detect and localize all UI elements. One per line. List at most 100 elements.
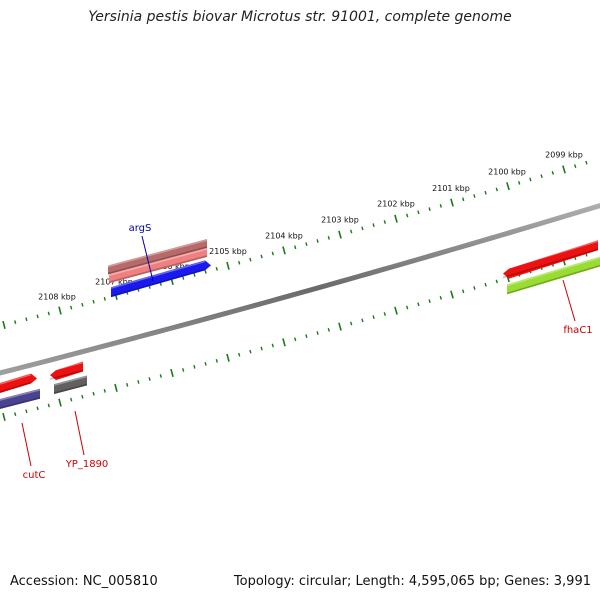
major-tick	[2, 412, 6, 422]
gene-label-fhac1[interactable]: fhaC1	[563, 325, 592, 336]
outer-kbp-ruler	[2, 160, 588, 330]
minor-tick	[103, 296, 106, 301]
minor-tick	[495, 279, 498, 284]
minor-tick	[428, 207, 431, 211]
genome-backbone	[0, 202, 600, 376]
major-tick	[394, 214, 398, 223]
gene-labels: argS fhaC1 cutC YP_1890	[21, 223, 593, 481]
minor-tick	[327, 235, 330, 240]
leader-line-yp-1890	[74, 410, 85, 456]
minor-tick	[350, 229, 353, 234]
gene-feature-argS[interactable]	[110, 260, 211, 298]
minor-tick	[260, 254, 263, 259]
kbp-tick-label: 2106 kbp	[152, 262, 190, 271]
gene-label-cutc[interactable]: cutC	[23, 470, 46, 481]
major-tick	[114, 383, 118, 392]
kbp-tick-label: 2101 kbp	[432, 184, 470, 193]
minor-tick	[47, 311, 50, 316]
minor-tick	[406, 213, 409, 218]
leader-line-cutc	[21, 422, 32, 467]
minor-tick	[305, 334, 308, 338]
minor-tick	[439, 203, 442, 208]
minor-tick	[193, 273, 196, 277]
minor-tick	[70, 397, 73, 402]
minor-tick	[551, 170, 554, 175]
minor-tick	[36, 406, 39, 411]
major-tick	[562, 165, 566, 174]
minor-tick	[574, 164, 577, 168]
minor-tick	[316, 331, 319, 335]
minor-tick	[383, 220, 386, 224]
minor-tick	[305, 242, 308, 246]
gene-feature-fhaC1-red[interactable]	[502, 240, 599, 279]
minor-tick	[383, 312, 386, 316]
minor-tick	[36, 314, 39, 319]
kbp-tick-label: 2104 kbp	[265, 231, 303, 240]
major-tick	[450, 198, 454, 207]
minor-tick	[495, 187, 498, 192]
gene-feature-cutC-navy[interactable]	[0, 388, 41, 409]
minor-tick	[417, 302, 420, 307]
major-tick	[58, 398, 62, 407]
minor-tick	[25, 317, 28, 322]
minor-tick	[193, 365, 196, 369]
minor-tick	[260, 346, 263, 351]
gene-feature-YP1890-gray[interactable]	[53, 375, 88, 395]
accession-label: Accession: NC_005810	[10, 574, 158, 589]
minor-tick	[271, 343, 274, 348]
minor-tick	[159, 374, 162, 378]
minor-tick	[350, 321, 353, 326]
minor-tick	[238, 352, 241, 357]
minor-tick	[294, 245, 297, 250]
minor-tick	[529, 177, 532, 182]
minor-tick	[473, 194, 476, 198]
minor-tick	[462, 289, 465, 294]
kbp-tick-label: 2102 kbp	[377, 200, 415, 209]
minor-tick	[182, 276, 185, 280]
minor-tick	[473, 286, 476, 290]
minor-tick	[294, 337, 297, 342]
kbp-tick-label: 2108 kbp	[38, 292, 76, 301]
gene-feature-YP1890-red[interactable]	[49, 361, 84, 381]
kbp-tick-label: 2099 kbp	[545, 151, 583, 160]
minor-tick	[372, 223, 375, 228]
minor-tick	[70, 305, 73, 310]
minor-tick	[126, 383, 129, 387]
gene-feature-arg-upper[interactable]	[107, 239, 208, 275]
minor-tick	[182, 368, 185, 372]
gene-label-args[interactable]: argS	[129, 223, 152, 234]
major-tick	[338, 322, 342, 331]
minor-tick	[428, 299, 431, 303]
gene-label-yp-1890[interactable]: YP_1890	[65, 459, 109, 470]
minor-tick	[14, 412, 17, 416]
kbp-tick-label: 2107 kbp	[95, 277, 133, 286]
gene-feature-cutC-red[interactable]	[0, 373, 37, 393]
gene-feature-fhaC1-green[interactable]	[506, 256, 600, 295]
major-tick	[506, 182, 510, 191]
gene-features	[0, 239, 600, 409]
minor-tick	[204, 270, 207, 274]
major-tick	[282, 246, 286, 255]
kbp-tick-label: 2105 kbp	[209, 247, 247, 256]
minor-tick	[92, 391, 95, 396]
minor-tick	[215, 266, 218, 271]
minor-tick	[484, 190, 487, 195]
minor-tick	[462, 197, 465, 202]
major-tick	[338, 230, 342, 239]
minor-tick	[361, 226, 364, 231]
major-tick	[450, 290, 454, 299]
minor-tick	[103, 388, 106, 393]
minor-tick	[14, 320, 17, 324]
minor-tick	[484, 282, 487, 287]
major-tick	[226, 261, 230, 270]
topology-info: Topology: circular; Length: 4,595,065 bp…	[233, 574, 591, 589]
minor-tick	[238, 260, 241, 265]
minor-tick	[249, 257, 252, 262]
gene-feature-arg-pink[interactable]	[108, 248, 208, 284]
leader-line-fhac1	[562, 279, 576, 322]
inner-tick-ruler	[2, 252, 588, 422]
major-tick	[2, 320, 6, 330]
minor-tick	[540, 174, 543, 179]
minor-tick	[518, 180, 521, 185]
